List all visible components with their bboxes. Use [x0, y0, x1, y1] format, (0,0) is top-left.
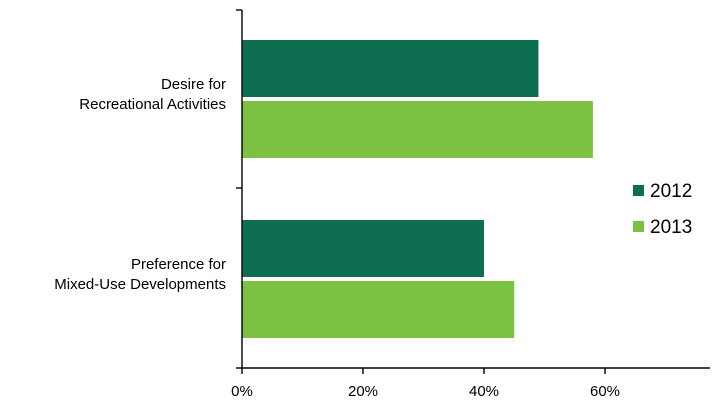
- legend-swatch-2013: [633, 221, 644, 232]
- bar-2013-1: [242, 281, 515, 338]
- bar-2012-0: [242, 40, 539, 97]
- bars-layer: [242, 40, 593, 338]
- legend-label-2013: 2013: [650, 217, 692, 238]
- category-label: Preference for Mixed-Use Developments: [54, 256, 226, 293]
- x-tick-labels: 0% 20% 40% 60%: [231, 368, 620, 400]
- legend: 2012 2013: [633, 181, 692, 238]
- x-tick-label: 0%: [231, 383, 253, 400]
- bar-2013-0: [242, 101, 593, 158]
- bar-2012-1: [242, 220, 484, 277]
- legend-swatch-2012: [633, 185, 644, 196]
- category-labels: Desire for Recreational Activities Prefere…: [54, 76, 226, 293]
- x-tick-label: 60%: [590, 383, 620, 400]
- axes-layer: [236, 9, 710, 369]
- category-label: Desire for Recreational Activities: [79, 76, 226, 113]
- x-tick-label: 20%: [348, 383, 378, 400]
- legend-label-2012: 2012: [650, 181, 692, 202]
- x-tick-label: 40%: [469, 383, 499, 400]
